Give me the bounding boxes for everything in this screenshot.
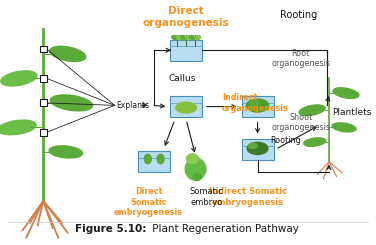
Bar xyxy=(170,96,202,117)
Bar xyxy=(40,99,47,106)
Ellipse shape xyxy=(299,105,325,116)
Ellipse shape xyxy=(50,95,92,111)
Ellipse shape xyxy=(172,36,177,40)
Ellipse shape xyxy=(50,46,86,61)
Text: Shoot
organogenesis: Shoot organogenesis xyxy=(271,113,330,132)
Ellipse shape xyxy=(177,36,183,40)
Ellipse shape xyxy=(304,138,326,146)
Ellipse shape xyxy=(188,105,191,106)
Ellipse shape xyxy=(248,143,257,148)
Ellipse shape xyxy=(333,88,359,98)
Text: Rooting: Rooting xyxy=(280,10,318,20)
Ellipse shape xyxy=(181,36,186,40)
Text: Root
organogenesis: Root organogenesis xyxy=(271,49,330,68)
Ellipse shape xyxy=(250,100,259,106)
Text: Callus: Callus xyxy=(169,74,196,83)
Text: Indirect
organogenesis: Indirect organogenesis xyxy=(222,93,289,112)
Ellipse shape xyxy=(186,154,199,164)
Bar xyxy=(242,96,274,117)
Bar xyxy=(170,40,202,61)
Text: Plantlets: Plantlets xyxy=(332,108,371,117)
Ellipse shape xyxy=(49,146,83,158)
Ellipse shape xyxy=(247,142,268,154)
Ellipse shape xyxy=(332,123,356,132)
Bar xyxy=(242,139,274,160)
Bar xyxy=(40,75,47,82)
Bar xyxy=(40,129,47,136)
Ellipse shape xyxy=(179,105,183,107)
Ellipse shape xyxy=(0,120,36,135)
Text: Indirect Somatic
embryogenesis: Indirect Somatic embryogenesis xyxy=(209,187,287,207)
Text: Plant Regeneration Pathway: Plant Regeneration Pathway xyxy=(149,224,299,234)
Ellipse shape xyxy=(144,154,151,164)
Bar xyxy=(40,46,47,52)
Text: Explants: Explants xyxy=(117,101,150,110)
Text: Somatic
embryo: Somatic embryo xyxy=(190,187,224,207)
Text: Direct
Somatic
embryogenesis: Direct Somatic embryogenesis xyxy=(114,187,183,217)
Ellipse shape xyxy=(246,99,269,112)
Text: Figure 5.10:: Figure 5.10: xyxy=(75,224,147,234)
Ellipse shape xyxy=(185,158,206,180)
Ellipse shape xyxy=(193,173,201,181)
Text: Rooting: Rooting xyxy=(271,136,301,145)
Ellipse shape xyxy=(195,36,200,40)
Bar xyxy=(138,151,170,172)
Ellipse shape xyxy=(186,36,191,40)
Ellipse shape xyxy=(1,71,37,86)
Ellipse shape xyxy=(190,36,196,40)
Ellipse shape xyxy=(176,102,197,113)
Ellipse shape xyxy=(157,154,164,164)
Text: Direct
organogenesis: Direct organogenesis xyxy=(143,6,229,28)
